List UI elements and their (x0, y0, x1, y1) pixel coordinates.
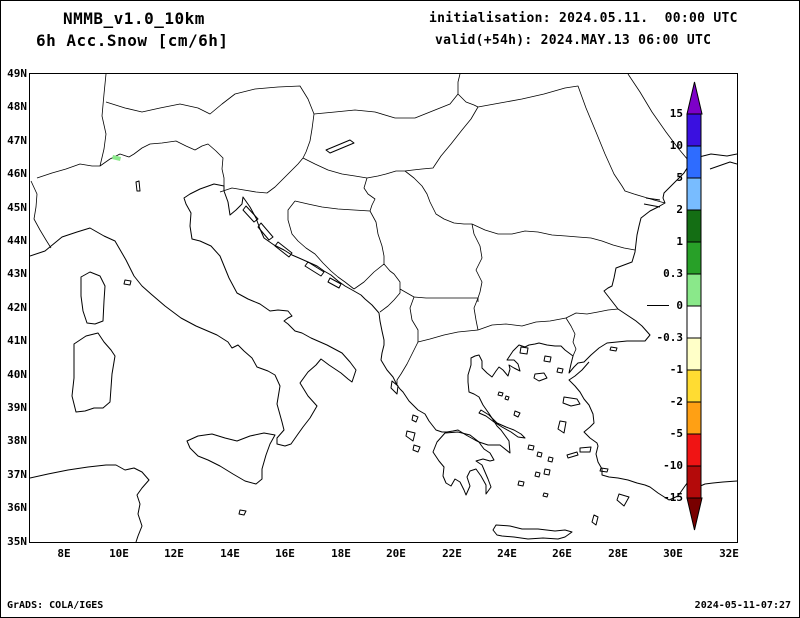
lat-tick-46n: 46N (7, 167, 27, 180)
lon-tick-8e: 8E (57, 547, 71, 560)
colorbar-scale (686, 81, 703, 531)
country-borders (30, 74, 696, 385)
lat-tick-49n: 49N (7, 67, 27, 80)
creation-timestamp: 2024-05-11-07:27 (694, 600, 791, 611)
colorbar-arrow-down (686, 497, 703, 531)
colorbar-segment (686, 241, 702, 275)
lat-tick-35n: 35N (7, 535, 27, 548)
colorbar-segment (686, 337, 702, 371)
colorbar-segment (686, 209, 702, 243)
lon-tick-22e: 22E (442, 547, 462, 560)
colorbar-segment (686, 145, 702, 179)
lat-tick-42n: 42N (7, 301, 27, 314)
lat-tick-45n: 45N (7, 201, 27, 214)
lat-tick-39n: 39N (7, 401, 27, 414)
colorbar-segment (686, 305, 702, 339)
colorbar-label-5: 5 (676, 171, 683, 184)
colorbar-label-10: 10 (669, 139, 683, 152)
lat-tick-38n: 38N (7, 434, 27, 447)
lon-tick-30e: 30E (663, 547, 683, 560)
lat-tick-37n: 37N (7, 468, 27, 481)
lon-tick-32e: 32E (719, 547, 739, 560)
colorbar-segment (686, 113, 702, 147)
lon-tick-14e: 14E (220, 547, 240, 560)
lat-tick-40n: 40N (7, 368, 27, 381)
coastline-map (30, 74, 737, 542)
colorbar-label-1: 1 (676, 235, 683, 248)
colorbar-label-0: 0 (676, 299, 683, 312)
lon-tick-18e: 18E (331, 547, 351, 560)
lon-tick-16e: 16E (275, 547, 295, 560)
islands (71, 139, 630, 540)
snow-accumulation-patch (112, 155, 121, 161)
lat-tick-41n: 41N (7, 334, 27, 347)
grads-credit: GrADS: COLA/IGES (7, 600, 104, 611)
init-time-label: initialisation: 2024.05.11. 00:00 UTC (429, 11, 738, 26)
colorbar-segment (686, 401, 702, 435)
colorbar-zero-line (647, 305, 669, 306)
colorbar-arrow-up (686, 81, 703, 115)
lat-tick-44n: 44N (7, 234, 27, 247)
lat-tick-36n: 36N (7, 501, 27, 514)
colorbar-segment (686, 273, 702, 307)
colorbar-label--5: -5 (669, 427, 683, 440)
colorbar-label-15: 15 (669, 107, 683, 120)
lon-tick-10e: 10E (109, 547, 129, 560)
lat-tick-47n: 47N (7, 134, 27, 147)
map-plot-area (29, 73, 738, 543)
colorbar (686, 81, 703, 535)
colorbar-label--15: -15 (663, 491, 683, 504)
colorbar-label-0.3: 0.3 (663, 267, 683, 280)
lon-tick-24e: 24E (497, 547, 517, 560)
colorbar-segment (686, 177, 702, 211)
variable-title: 6h Acc.Snow [cm/6h] (36, 31, 229, 50)
model-title: NMMB_v1.0_10km (63, 9, 205, 28)
colorbar-label--0.3: -0.3 (656, 331, 684, 344)
lat-tick-48n: 48N (7, 100, 27, 113)
lon-tick-28e: 28E (608, 547, 628, 560)
valid-time-label: valid(+54h): 2024.MAY.13 06:00 UTC (435, 33, 712, 48)
colorbar-segment (686, 369, 702, 403)
lat-tick-43n: 43N (7, 267, 27, 280)
colorbar-label--10: -10 (663, 459, 683, 472)
colorbar-label--1: -1 (669, 363, 683, 376)
lon-tick-12e: 12E (164, 547, 184, 560)
lon-tick-26e: 26E (552, 547, 572, 560)
colorbar-label--2: -2 (669, 395, 683, 408)
colorbar-segment (686, 465, 702, 499)
lon-tick-20e: 20E (386, 547, 406, 560)
colorbar-label-2: 2 (676, 203, 683, 216)
colorbar-segment (686, 433, 702, 467)
